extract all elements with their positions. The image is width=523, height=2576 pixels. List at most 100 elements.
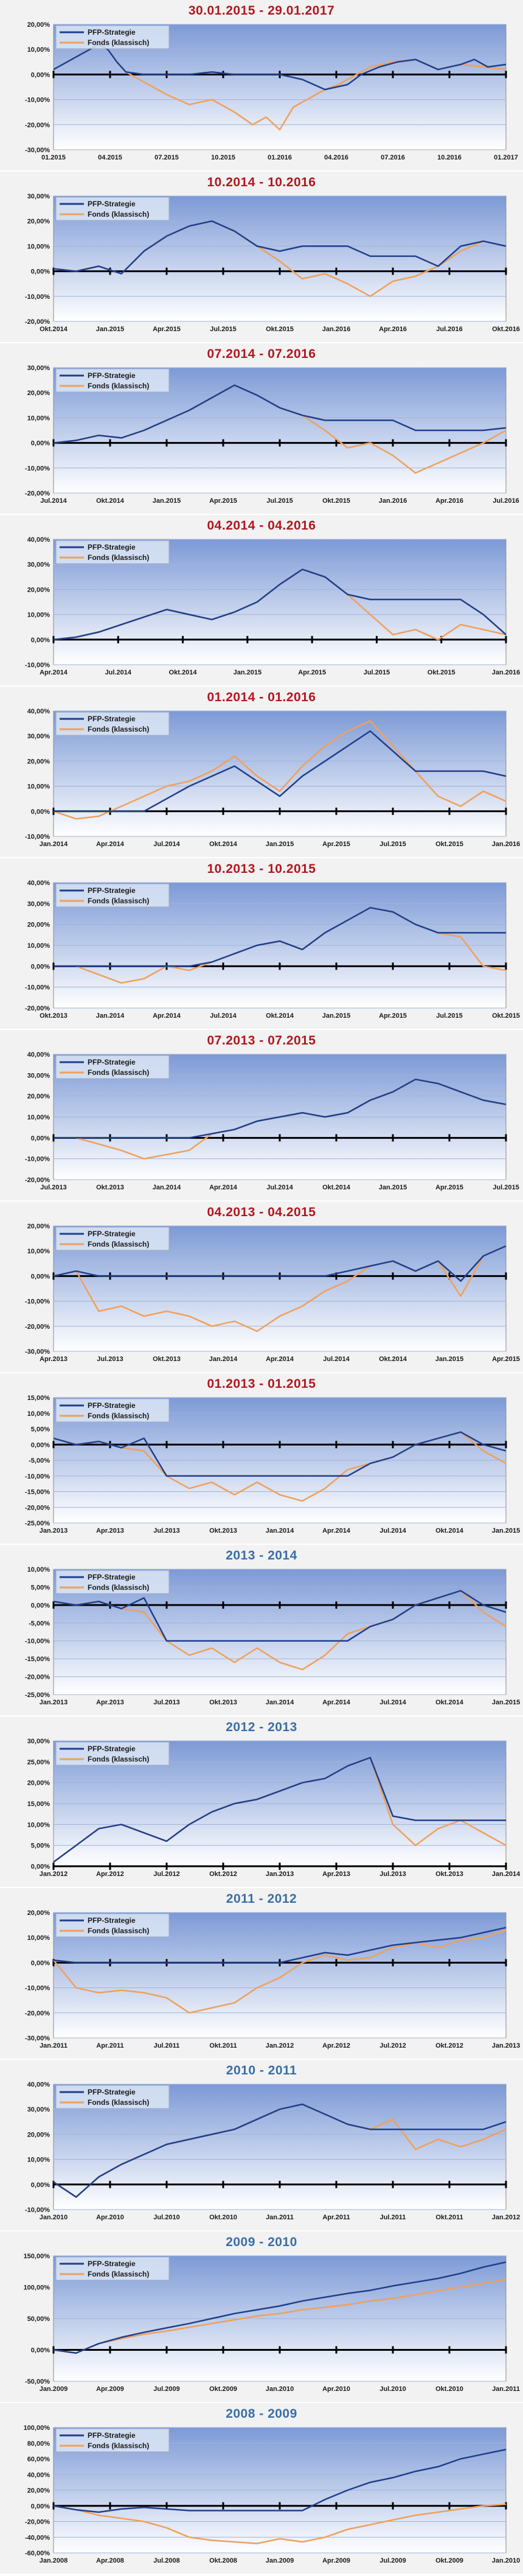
x-tick-label: Jul.2014 [105, 669, 132, 676]
series-line-pfp [54, 730, 507, 813]
x-tick-label: Jan.2011 [266, 2214, 294, 2221]
y-tick-label: 5,00% [31, 1843, 50, 1850]
x-tick-label: Jul.2016 [436, 326, 462, 333]
line-chart: -30,00% -20,00% -10,00% 0,00% 10,00% 20,00% Ja… [25, 1909, 520, 2049]
line-chart: -30,00% -20,00% -10,00% 0,00% 10,00% 20,00% 01… [25, 21, 518, 161]
y-tick-label: 20,00% [27, 758, 50, 765]
y-tick-label: -20,00% [25, 490, 50, 497]
y-tick-label: -25,00% [25, 1692, 50, 1699]
legend-box [55, 1398, 170, 1423]
chart-panel: 2012 - 2013 0,00% 5,00% 10,00% 15,00% 20,00% 2… [0, 1717, 523, 1888]
x-tick-label: Jan.2011 [40, 2042, 68, 2049]
x-tick-label: Jan.2008 [40, 2557, 68, 2564]
legend-label-pfp: PFP-Strategie [88, 1745, 136, 1753]
legend-label-pfp: PFP-Strategie [88, 2431, 136, 2440]
x-tick-label: Jul.2013 [153, 1699, 179, 1706]
legend-box [55, 1570, 170, 1594]
line-chart: -50,00% 0,00% 50,00% 100,00% 150,00% Jan.2009… [24, 2253, 520, 2393]
legend-label-fonds: Fonds (klassisch) [88, 2270, 149, 2278]
y-tick-label: 20,00% [27, 21, 50, 29]
legend-box [55, 1913, 170, 1937]
y-tick-label: 10,00% [27, 612, 50, 619]
x-tick-label: Okt.2012 [209, 1871, 237, 1878]
y-tick-label: 0,00% [31, 637, 50, 644]
y-tick-label: -30,00% [25, 147, 50, 154]
line-chart: -20,00% -10,00% 0,00% 10,00% 20,00% 30,00% 40,… [25, 880, 520, 1020]
y-tick-label: -20,00% [25, 2519, 50, 2526]
y-tick-label: 10,00% [27, 1248, 50, 1255]
y-tick-label: 40,00% [27, 2081, 50, 2088]
line-chart: -10,00% 0,00% 10,00% 20,00% 30,00% 40,00% Jan.… [25, 708, 520, 848]
y-tick-label: -20,00% [25, 1323, 50, 1331]
x-tick-label: Jan.2013 [40, 1527, 68, 1535]
y-tick-label: 0,00% [31, 1135, 50, 1142]
x-tick-label: Apr.2014 [40, 669, 68, 676]
x-tick-label: Jul.2015 [210, 326, 236, 333]
series-line-pfp [53, 1757, 506, 1863]
x-tick-label: Jul.2011 [380, 2214, 406, 2221]
x-tick-label: Jul.2011 [154, 2042, 180, 2049]
y-tick-label: 80,00% [27, 2440, 50, 2448]
chart-panel: 01.2014 - 01.2016 -10,00% 0,00% 10,00% 20,00… [0, 687, 523, 858]
y-tick-label: 25,00% [27, 1759, 50, 1766]
chart-title: 10.2013 - 10.2015 [207, 862, 316, 876]
x-tick-label: Apr.2014 [209, 1184, 238, 1191]
y-tick-label: 0,00% [31, 963, 50, 970]
x-tick-label: Apr.2012 [96, 1871, 124, 1878]
x-tick-label: Jan.2015 [379, 1184, 407, 1191]
y-tick-label: 20,00% [27, 390, 50, 397]
x-tick-label: Apr.2010 [96, 2214, 124, 2221]
line-chart: 0,00% 5,00% 10,00% 15,00% 20,00% 25,00% 30,00%… [27, 1738, 521, 1878]
y-tick-label: 40,00% [27, 1051, 50, 1059]
x-tick-label: Apr.2016 [435, 497, 463, 505]
x-tick-label: Okt.2013 [435, 1871, 463, 1878]
x-tick-label: Apr.2015 [435, 1184, 463, 1191]
y-tick-label: -10,00% [25, 1156, 50, 1163]
x-tick-label: 07.2016 [381, 154, 405, 161]
y-tick-label: 60,00% [27, 2456, 50, 2463]
x-tick-label: Jan.2016 [322, 326, 350, 333]
y-tick-label: 0,00% [31, 1602, 50, 1609]
legend-label-fonds: Fonds (klassisch) [88, 210, 149, 219]
x-tick-label: Okt.2015 [266, 326, 294, 333]
y-tick-label: -15,00% [25, 1656, 50, 1663]
y-tick-label: -25,00% [25, 1520, 50, 1527]
y-tick-label: 30,00% [27, 1738, 50, 1745]
series-line-pfp [53, 1431, 507, 1477]
y-tick-label: -20,00% [25, 1504, 50, 1511]
y-tick-label: 10,00% [27, 1821, 50, 1829]
chart-title: 2012 - 2013 [226, 1720, 297, 1734]
chart-panel: 10.2014 - 10.2016 -20,00% -10,00% 0,00% 10,0… [0, 172, 523, 343]
x-tick-label: Jan.2015 [492, 1527, 520, 1535]
x-tick-label: Apr.2014 [266, 1356, 294, 1363]
x-tick-label: Jul.2010 [379, 2385, 406, 2393]
legend-label-fonds: Fonds (klassisch) [88, 725, 149, 733]
x-tick-label: 10.2016 [437, 154, 462, 161]
y-tick-label: 40,00% [27, 536, 50, 544]
y-tick-label: -10,00% [25, 1985, 50, 1992]
x-tick-label: Okt.2014 [40, 326, 68, 333]
y-tick-label: 150,00% [24, 2253, 50, 2260]
x-tick-label: Jan.2015 [322, 1012, 350, 1020]
legend-box [55, 540, 170, 564]
y-tick-label: -10,00% [25, 465, 50, 472]
y-tick-label: -5,00% [29, 1620, 50, 1627]
legend-label-fonds: Fonds (klassisch) [88, 1412, 149, 1420]
legend-box [55, 1741, 170, 1766]
y-tick-label: 100,00% [24, 2424, 50, 2432]
y-tick-label: 10,00% [27, 1114, 50, 1121]
x-tick-label: Okt.2011 [209, 2042, 237, 2049]
x-tick-label: Okt.2010 [209, 2214, 237, 2221]
x-tick-label: Okt.2014 [96, 497, 125, 505]
y-tick-label: -10,00% [25, 97, 50, 104]
legend-label-pfp: PFP-Strategie [88, 1573, 136, 1581]
y-tick-label: -15,00% [25, 1489, 50, 1496]
x-tick-label: Jul.2013 [97, 1356, 123, 1363]
x-tick-label: Okt.2013 [209, 1699, 237, 1706]
x-tick-label: Jul.2016 [493, 497, 519, 505]
y-tick-label: 10,00% [27, 2157, 50, 2164]
